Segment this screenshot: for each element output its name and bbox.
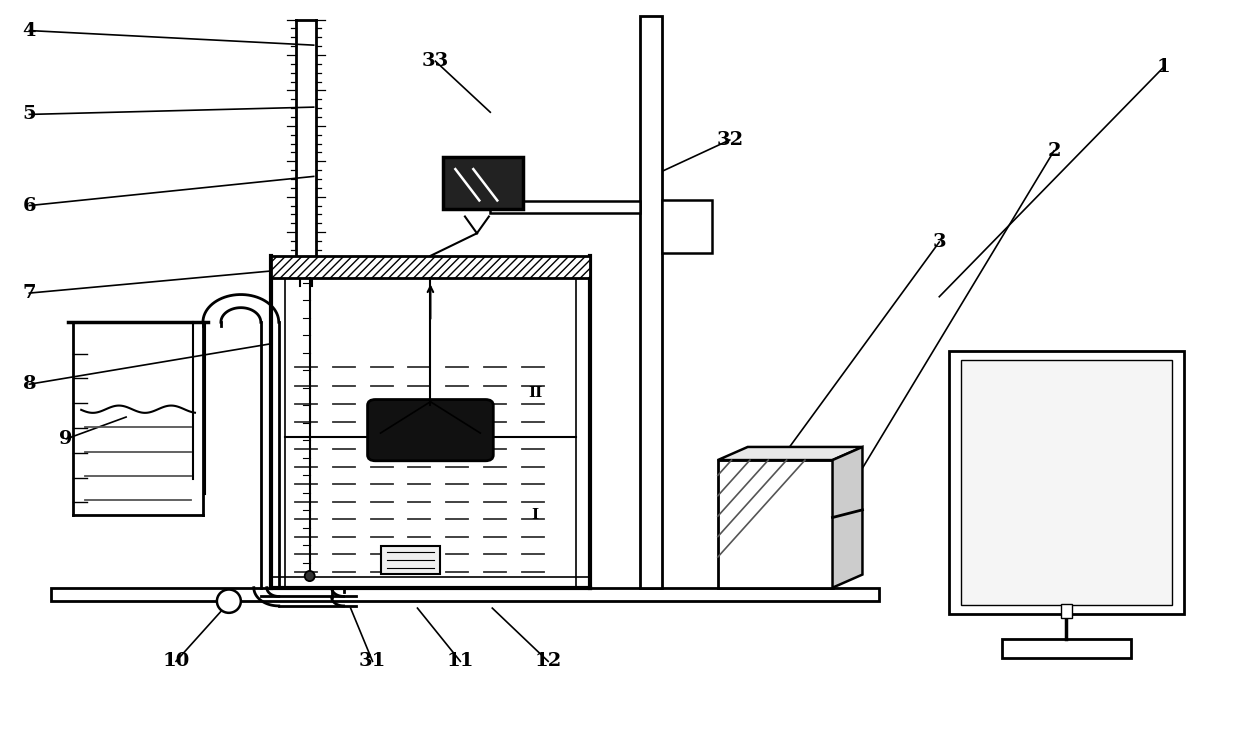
Bar: [1060, 605, 1073, 618]
Text: 10: 10: [162, 652, 190, 671]
Bar: [51, 588, 879, 601]
Ellipse shape: [305, 571, 315, 581]
Bar: [1002, 640, 1131, 657]
Text: 9: 9: [60, 430, 73, 448]
Bar: [718, 460, 832, 588]
Text: 11: 11: [446, 652, 474, 671]
Text: 4: 4: [22, 21, 36, 40]
Text: 2: 2: [1048, 142, 1060, 160]
Ellipse shape: [217, 589, 241, 613]
Text: I: I: [532, 508, 538, 522]
Bar: [640, 16, 662, 588]
Text: 33: 33: [422, 52, 449, 70]
Polygon shape: [832, 447, 863, 588]
Bar: [950, 351, 1184, 614]
Bar: [662, 201, 712, 253]
Text: 5: 5: [22, 105, 36, 124]
Text: 32: 32: [717, 131, 743, 149]
Text: 31: 31: [358, 652, 386, 671]
Text: 12: 12: [534, 652, 562, 671]
Bar: [444, 157, 523, 209]
Bar: [490, 201, 640, 213]
Text: II: II: [528, 386, 542, 400]
Text: 8: 8: [22, 376, 36, 393]
Text: 6: 6: [22, 197, 36, 214]
Bar: [270, 256, 590, 277]
Bar: [961, 360, 1172, 605]
Text: 7: 7: [22, 284, 36, 302]
Polygon shape: [718, 447, 863, 460]
Text: 3: 3: [932, 233, 946, 251]
Bar: [381, 546, 440, 574]
Text: 1: 1: [1157, 58, 1171, 76]
FancyBboxPatch shape: [367, 400, 494, 460]
